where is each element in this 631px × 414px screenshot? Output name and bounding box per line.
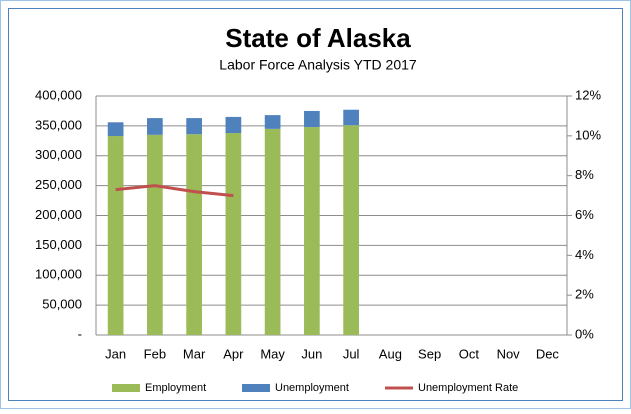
bar-segment <box>264 115 281 129</box>
bar-segment <box>147 134 163 335</box>
x-tick-label: Mar <box>183 346 206 361</box>
y-tick-label: 350,000 <box>35 117 82 132</box>
y-tick-label: 50,000 <box>42 297 82 312</box>
y2-tick-label: 0% <box>575 326 594 341</box>
x-tick-label: Oct <box>459 346 480 361</box>
rate-line <box>115 184 234 198</box>
y2-tick-label: 10% <box>575 127 601 142</box>
bar-segment <box>225 116 242 134</box>
bar-segment <box>107 122 124 137</box>
bar-segment <box>225 133 242 335</box>
y2-tick-label: 6% <box>575 207 594 222</box>
x-tick-label: May <box>260 346 285 361</box>
x-tick-label: Aug <box>379 346 402 361</box>
y-tick-label: 300,000 <box>35 147 82 162</box>
y-tick-label: 200,000 <box>35 207 82 222</box>
x-tick-label: Jun <box>301 346 322 361</box>
legend-label: Unemployment Rate <box>418 382 518 394</box>
y2-tick-label: 8% <box>575 167 594 182</box>
x-tick-label: Apr <box>223 346 244 361</box>
x-tick-label: Dec <box>536 346 560 361</box>
bar-segment <box>147 118 163 135</box>
y2-tick-label: 2% <box>575 287 594 302</box>
bar-segment <box>264 128 281 335</box>
legend-label: Employment <box>145 382 206 394</box>
y2-tick-label: 4% <box>575 247 594 262</box>
x-tick-label: Jan <box>105 346 126 361</box>
x-tick-label: Feb <box>144 346 166 361</box>
legend-swatch <box>242 384 270 392</box>
bar-segment <box>343 125 359 335</box>
chart-subtitle: Labor Force Analysis YTD 2017 <box>219 57 417 73</box>
y-tick-label: 100,000 <box>35 267 82 282</box>
y2-tick-label: 12% <box>575 87 601 102</box>
legend-label: Unemployment <box>275 382 349 394</box>
y-tick-label: - <box>78 326 82 341</box>
bar-segment <box>304 110 320 128</box>
bar-segment <box>107 136 124 335</box>
y-tick-label: 400,000 <box>35 87 82 102</box>
y-tick-label: 150,000 <box>35 237 82 252</box>
x-tick-label: Sep <box>418 346 441 361</box>
legend-swatch <box>112 384 140 392</box>
chart-title: State of Alaska <box>225 23 411 53</box>
y-tick-label: 250,000 <box>35 177 82 192</box>
x-tick-label: Jul <box>343 346 360 361</box>
bar-segment <box>343 109 359 126</box>
x-tick-label: Nov <box>497 346 521 361</box>
bar-segment <box>186 118 202 135</box>
bar-segment <box>304 127 320 335</box>
bar-segment <box>186 134 202 335</box>
